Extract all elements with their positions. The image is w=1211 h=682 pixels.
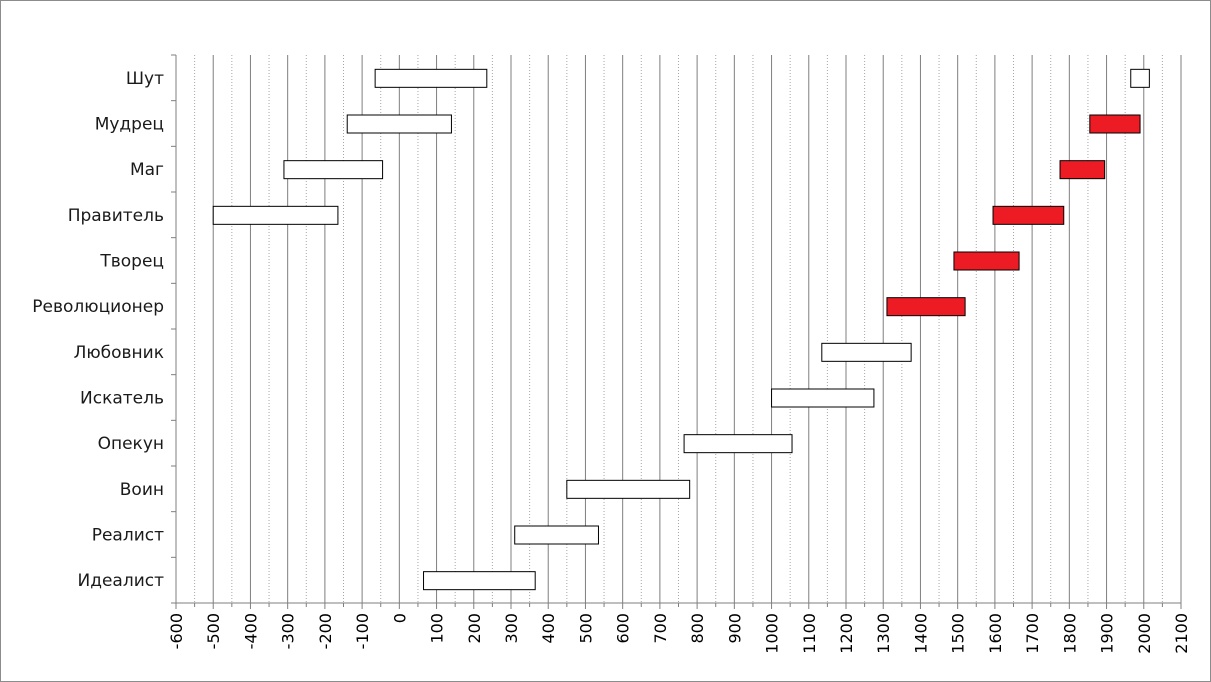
x-tick-label: -300 <box>279 613 298 649</box>
x-tick-label: 100 <box>428 613 447 644</box>
category-label: Шут <box>126 69 164 89</box>
x-tick-label: 1500 <box>949 613 968 654</box>
x-tick-label: 1800 <box>1060 613 1079 654</box>
range-bar <box>771 388 875 408</box>
range-bar <box>283 160 384 180</box>
category-label: Правитель <box>68 206 164 226</box>
highlighted-range-bar <box>953 251 1020 271</box>
x-tick-label: 1200 <box>837 613 856 654</box>
range-bar <box>1130 68 1150 88</box>
category-label: Идеалист <box>77 571 164 591</box>
x-tick-label: 700 <box>651 613 670 644</box>
category-label: Искатель <box>80 389 164 409</box>
category-label: Любовник <box>74 343 164 363</box>
x-tick-label: 1700 <box>1023 613 1042 654</box>
range-bar <box>423 571 536 591</box>
x-tick-label: -400 <box>241 613 260 649</box>
x-tick-label: -600 <box>167 613 186 649</box>
x-tick-label: -100 <box>353 613 372 649</box>
axes <box>171 54 1182 609</box>
x-tick-label: 0 <box>390 613 409 623</box>
highlighted-range-bar <box>886 297 966 317</box>
x-tick-label: 500 <box>576 613 595 644</box>
category-label: Революционер <box>32 297 164 317</box>
x-tick-label: 600 <box>614 613 633 644</box>
category-label: Реалист <box>92 526 164 546</box>
x-tick-label: 800 <box>688 613 707 644</box>
highlighted-range-bar <box>1059 160 1106 180</box>
range-bars <box>212 68 1150 591</box>
category-label: Творец <box>99 252 164 272</box>
x-tick-labels: -600 -500 -400 -300 -200 -100 0 100 200 300 400 500… <box>167 613 1191 654</box>
range-bar <box>566 479 691 499</box>
x-tick-label: 1100 <box>800 613 819 654</box>
category-labels: Шут Мудрец Маг Правитель Творец Революционер Л… <box>32 69 164 591</box>
category-label: Мудрец <box>95 115 164 135</box>
range-bar <box>514 525 599 545</box>
grid-lines <box>194 55 1182 603</box>
range-bar <box>821 342 912 362</box>
x-tick-label: 1300 <box>874 613 893 654</box>
range-bar <box>374 68 488 88</box>
range-bar <box>683 434 793 454</box>
x-tick-label: 200 <box>465 613 484 644</box>
x-tick-label: -500 <box>204 613 223 649</box>
x-tick-label: 400 <box>539 613 558 644</box>
range-bar <box>346 114 452 134</box>
x-tick-label: 1000 <box>763 613 782 654</box>
x-tick-label: 2100 <box>1172 613 1191 654</box>
highlighted-range-bar <box>992 205 1065 225</box>
category-label: Воин <box>120 480 164 500</box>
range-bar <box>212 205 339 225</box>
x-tick-label: 1900 <box>1098 613 1117 654</box>
x-tick-label: 1600 <box>986 613 1005 654</box>
highlighted-range-bar <box>1089 114 1141 134</box>
x-tick-label: 2000 <box>1135 613 1154 654</box>
x-tick-label: 900 <box>725 613 744 644</box>
category-label: Маг <box>130 160 164 180</box>
x-tick-label: -200 <box>316 613 335 649</box>
category-label: Опекун <box>98 434 164 454</box>
x-tick-label: 300 <box>502 613 521 644</box>
x-tick-label: 1400 <box>911 613 930 654</box>
